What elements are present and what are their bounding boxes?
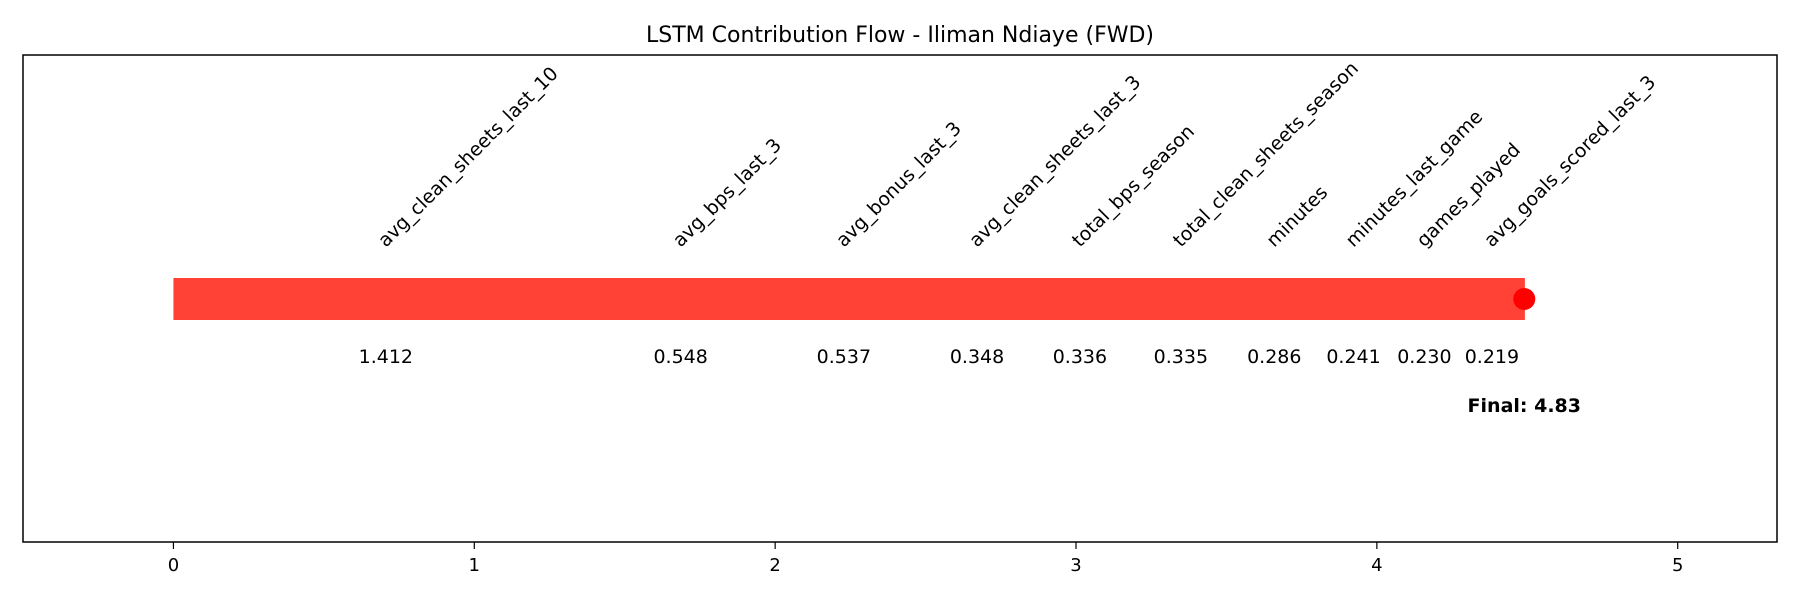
feature-label: avg_clean_sheets_last_10: [374, 63, 563, 252]
contribution-bar: [924, 278, 1030, 320]
value-label: 0.348: [950, 346, 1004, 368]
value-label: 0.335: [1154, 346, 1208, 368]
feature-label: avg_bonus_last_3: [832, 118, 966, 252]
contribution-bar: [1389, 278, 1460, 320]
value-label: 1.412: [359, 346, 413, 368]
x-tick-label: 3: [1070, 555, 1081, 576]
chart-title: LSTM Contribution Flow - Iliman Ndiaye (…: [646, 23, 1154, 48]
value-label: 0.241: [1326, 346, 1380, 368]
value-label: 0.219: [1465, 346, 1519, 368]
x-tick-label: 5: [1672, 555, 1683, 576]
feature-label: avg_bps_last_3: [669, 134, 786, 251]
final-marker: [1513, 288, 1536, 310]
feature-label: minutes: [1262, 182, 1332, 252]
contribution-bar: [598, 278, 764, 320]
contribution-bar: [763, 278, 926, 320]
feature-label: total_clean_sheets_season: [1169, 57, 1363, 251]
contribution-bar: [1130, 278, 1232, 320]
value-label: 0.336: [1053, 346, 1107, 368]
contribution-bar: [1317, 278, 1391, 320]
value-label: 0.230: [1397, 346, 1451, 368]
feature-label: avg_clean_sheets_last_3: [965, 71, 1145, 251]
feature-label: minutes_last_game: [1342, 106, 1488, 252]
contribution-bar: [173, 278, 599, 320]
value-label: 0.286: [1247, 346, 1301, 368]
final-value-label: Final: 4.83: [1468, 395, 1581, 417]
x-axis-ticks: 0 1 2 3 4 5: [168, 542, 1683, 576]
value-labels: 1.412 0.548 0.537 0.348 0.336 0.335 0.286 0.241…: [359, 346, 1520, 368]
value-label: 0.548: [653, 346, 707, 368]
feature-labels: avg_clean_sheets_last_10 avg_bps_last_3 av…: [374, 57, 1660, 251]
contribution-bar: [1029, 278, 1132, 320]
value-label: 0.537: [817, 346, 871, 368]
contribution-bar: [1231, 278, 1318, 320]
x-tick-label: 1: [469, 555, 480, 576]
x-tick-label: 2: [769, 555, 780, 576]
plot-frame: [22, 54, 1778, 543]
x-tick-label: 0: [168, 555, 179, 576]
contribution-bars: [173, 278, 1536, 320]
x-tick-label: 4: [1371, 555, 1382, 576]
